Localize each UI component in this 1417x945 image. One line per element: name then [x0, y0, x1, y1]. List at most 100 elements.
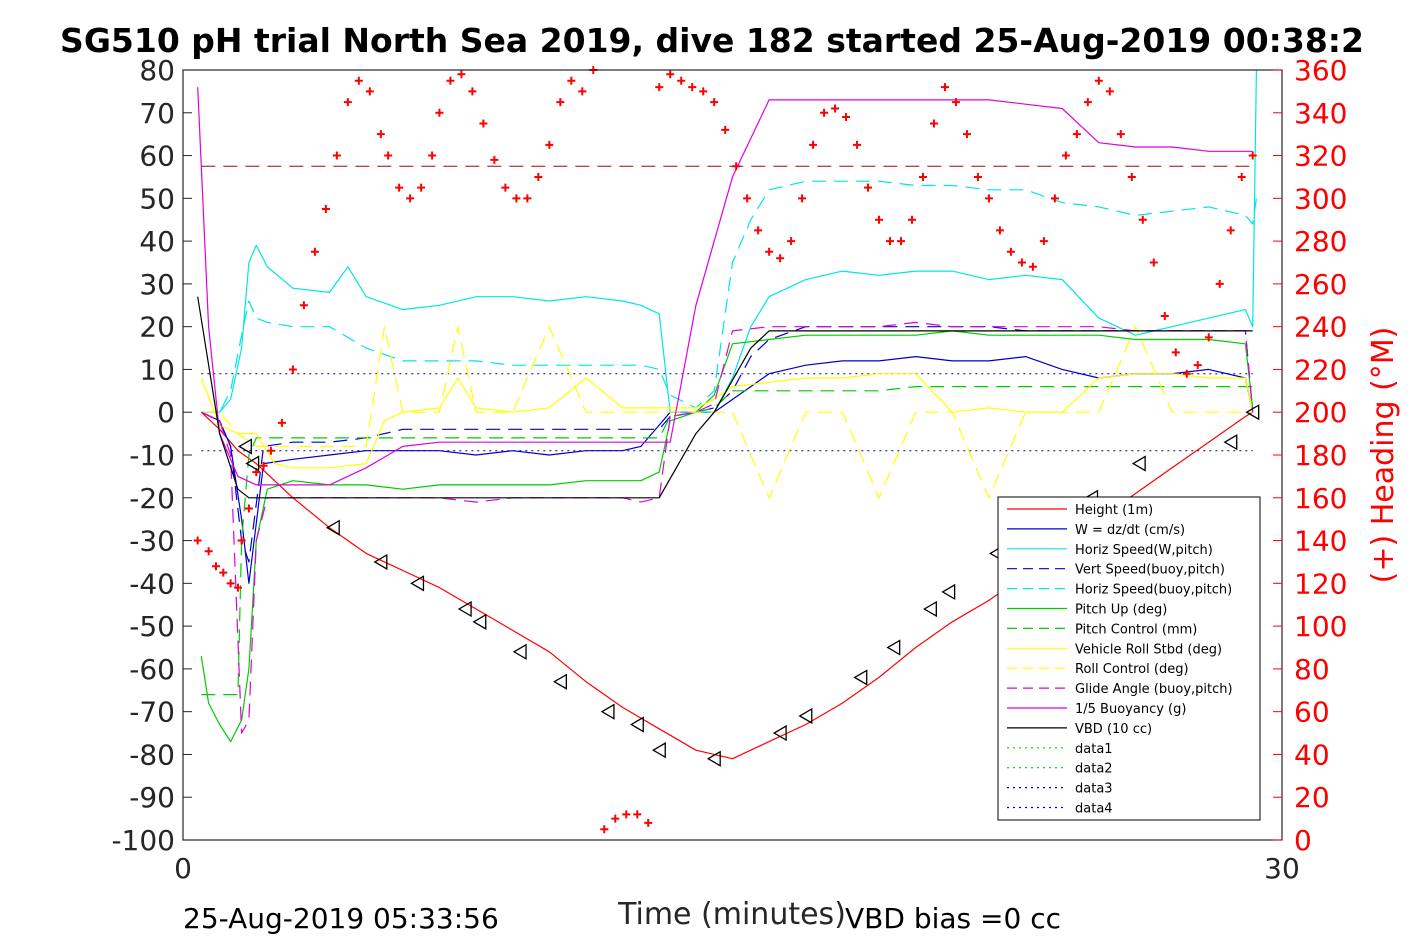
heading-point [743, 194, 752, 203]
legend-label: Horiz Speed(buoy,pitch) [1075, 583, 1232, 598]
heading-point [699, 87, 708, 96]
legend-label: Horiz Speed(W,pitch) [1075, 543, 1213, 558]
triangle-marker [410, 575, 425, 592]
triangle-marker [923, 600, 937, 618]
x-axis-label: Time (minutes) [617, 897, 846, 932]
legend-label: Pitch Control (mm) [1075, 622, 1197, 637]
heading-point [567, 76, 576, 85]
heading-point [479, 119, 488, 128]
triangle-marker [600, 703, 615, 720]
heading-point [908, 215, 917, 224]
y-right-tick-label: 40 [1294, 738, 1330, 771]
heading-point [611, 814, 620, 823]
heading-marks [193, 66, 1257, 834]
legend-label: Height (1m) [1075, 503, 1153, 518]
heading-point [1204, 333, 1213, 342]
heading-point [384, 151, 393, 160]
triangle-marker [472, 613, 487, 630]
heading-point [776, 254, 785, 263]
y-right-tick-label: 20 [1294, 781, 1330, 814]
heading-point [501, 183, 510, 192]
heading-point [259, 461, 268, 470]
heading-point [688, 83, 697, 92]
heading-point [710, 98, 719, 107]
heading-point [1193, 361, 1202, 370]
triangle-marker [941, 583, 956, 601]
legend-box [997, 496, 1261, 821]
heading-point [490, 155, 499, 164]
heading-point [468, 87, 477, 96]
y-tick-label: -70 [129, 696, 175, 729]
heading-point [864, 183, 873, 192]
heading-point [644, 818, 653, 827]
heading-point [457, 70, 466, 79]
heading-point [600, 825, 609, 834]
heading-point [962, 130, 971, 139]
heading-point [332, 151, 341, 160]
y-right-tick-label: 160 [1294, 482, 1347, 515]
y-tick-label: -100 [111, 824, 175, 857]
x-tick-label: 0 [174, 852, 192, 885]
legend-label: W = dz/dt (cm/s) [1075, 523, 1185, 538]
heading-point [918, 172, 927, 181]
legend-label: Pitch Up (deg) [1075, 603, 1167, 618]
y-right-tick-label: 60 [1294, 696, 1330, 729]
y-tick-label: 0 [157, 396, 175, 429]
heading-point [721, 125, 730, 134]
y-right-tick-label: 200 [1294, 396, 1347, 429]
chart-title: SG510 pH trial North Sea 2019, dive 182 … [60, 21, 1364, 60]
heading-point [1061, 151, 1070, 160]
triangle-marker [237, 438, 252, 455]
y-right-tick-label: 360 [1294, 54, 1347, 87]
y-tick-label: -30 [129, 525, 175, 558]
heading-point [1083, 98, 1092, 107]
heading-point [765, 247, 774, 256]
series-line [201, 386, 1253, 696]
heading-point [1017, 258, 1026, 267]
triangle-marker [651, 742, 666, 759]
y-tick-label: 60 [139, 140, 175, 173]
heading-point [1050, 194, 1059, 203]
heading-point [995, 226, 1004, 235]
heading-point [831, 104, 840, 113]
heading-point [545, 140, 554, 149]
y-tick-label: 10 [139, 353, 175, 386]
y-right-tick-label: 80 [1294, 653, 1330, 686]
heading-point [1182, 369, 1191, 378]
legend-label: Glide Angle (buoy,pitch) [1075, 682, 1233, 697]
heading-point [277, 418, 286, 427]
legend-label: data4 [1075, 802, 1113, 817]
y-tick-label: -80 [129, 738, 175, 771]
y-tick-label: -40 [129, 567, 175, 600]
legend-label: Roll Control (deg) [1075, 662, 1189, 677]
triangle-marker [512, 643, 527, 660]
triangle-marker [373, 553, 388, 571]
heading-point [428, 151, 437, 160]
legend-label: data1 [1075, 742, 1113, 757]
heading-point [343, 98, 352, 107]
heading-point [622, 810, 631, 819]
heading-point [940, 83, 949, 92]
y-right-tick-label: 240 [1294, 311, 1347, 344]
heading-point [984, 194, 993, 203]
y-right-tick-label: 260 [1294, 268, 1347, 301]
heading-point [853, 140, 862, 149]
series-line [197, 87, 1253, 486]
footer-timestamp: 25-Aug-2019 05:33:56 [183, 902, 499, 935]
y-tick-label: 50 [139, 182, 175, 215]
x-axis-ticks: 0 30 [174, 831, 1300, 885]
heading-point [1237, 172, 1246, 181]
y-tick-label: -10 [129, 439, 175, 472]
heading-point [820, 108, 829, 117]
y-right-tick-label: 300 [1294, 182, 1347, 215]
heading-point [677, 76, 686, 85]
y-right-tick-label: 280 [1294, 225, 1347, 258]
heading-point [1149, 258, 1158, 267]
left-axis-ticks: 80 70 60 50 40 30 20 10 0 -10 -20 -30 -40 -50 -60 -70 -8… [111, 54, 192, 857]
heading-point [512, 194, 521, 203]
heading-point [435, 108, 444, 117]
heading-point [809, 140, 818, 149]
heading-point [406, 194, 415, 203]
heading-point [321, 205, 330, 214]
